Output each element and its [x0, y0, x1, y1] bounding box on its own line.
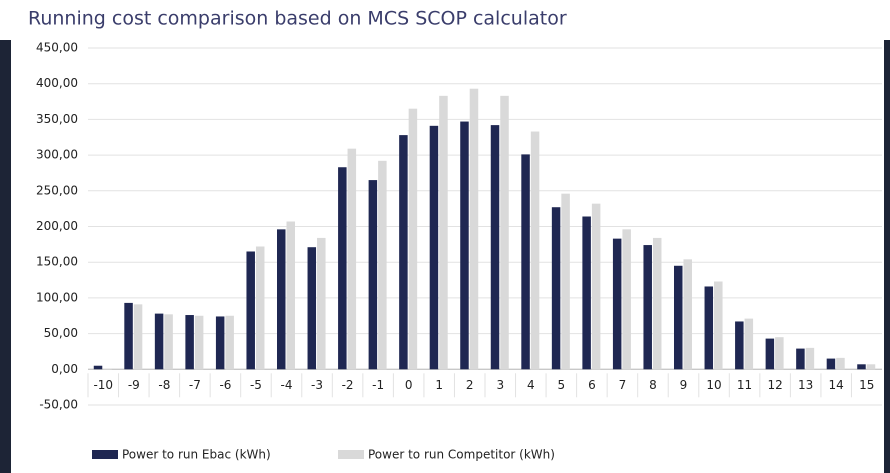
legend-swatch — [92, 450, 118, 459]
x-tick-label: 5 — [558, 378, 566, 392]
bar — [154, 313, 164, 370]
bar — [857, 364, 866, 370]
bar — [674, 265, 683, 370]
bar — [347, 148, 357, 370]
x-tick-label: -1 — [372, 378, 384, 392]
frame-left — [0, 40, 11, 473]
bar — [307, 247, 317, 370]
bar — [368, 180, 378, 370]
chart-title: Running cost comparison based on MCS SCO… — [28, 8, 567, 30]
bar — [612, 238, 622, 370]
y-tick-label: 450,00 — [36, 41, 78, 55]
x-tick-label: 9 — [680, 378, 688, 392]
x-tick-label: -2 — [342, 378, 354, 392]
x-tick-label: 4 — [527, 378, 535, 392]
y-tick-label: 200,00 — [36, 219, 78, 233]
bar — [286, 221, 295, 370]
bar — [530, 131, 540, 370]
bar — [866, 364, 876, 370]
x-tick-label: 7 — [619, 378, 627, 392]
bar — [194, 315, 204, 370]
x-tick-label: -9 — [128, 378, 140, 392]
bar — [683, 259, 692, 370]
x-tick-label: -10 — [93, 378, 113, 392]
y-tick-label: 100,00 — [36, 290, 78, 304]
x-tick-label: 6 — [588, 378, 596, 392]
bar — [399, 135, 408, 370]
y-tick-label: 400,00 — [36, 76, 78, 90]
bar — [317, 237, 326, 370]
bar — [652, 237, 662, 370]
x-tick-label: 14 — [829, 378, 844, 392]
bar — [185, 315, 194, 370]
x-tick-label: 12 — [767, 378, 782, 392]
bar — [836, 357, 845, 370]
bar — [704, 286, 714, 370]
bar — [164, 314, 173, 370]
y-tick-label: 0,00 — [51, 362, 78, 376]
bar — [765, 338, 775, 370]
bar — [124, 302, 133, 370]
bar — [490, 125, 500, 370]
bar — [744, 318, 754, 370]
bar — [551, 207, 561, 370]
x-tick-label: -8 — [158, 378, 170, 392]
bar — [255, 246, 265, 370]
legend-label: Power to run Ebac (kWh) — [122, 448, 271, 462]
x-tick-label: 11 — [737, 378, 752, 392]
bar — [561, 193, 570, 370]
bar — [622, 229, 631, 370]
bar — [225, 315, 234, 370]
x-tick-label: -6 — [219, 378, 231, 392]
bar — [338, 167, 347, 370]
x-tick-label: 8 — [649, 378, 657, 392]
legend-swatch — [338, 450, 364, 459]
x-tick-label: 2 — [466, 378, 474, 392]
bar — [643, 245, 652, 370]
bar — [582, 216, 591, 370]
bar — [277, 229, 286, 370]
y-tick-label: 250,00 — [36, 183, 78, 197]
bar — [460, 121, 469, 370]
x-tick-label: -3 — [311, 378, 323, 392]
bar — [103, 368, 112, 370]
x-tick-label: -4 — [281, 378, 293, 392]
y-tick-label: 50,00 — [44, 326, 78, 340]
y-tick-label: 350,00 — [36, 112, 78, 126]
bar — [591, 203, 601, 370]
bar — [469, 88, 479, 370]
bar — [378, 160, 387, 370]
bar — [805, 347, 815, 370]
y-tick-label: -50,00 — [39, 398, 78, 412]
x-tick-label: 1 — [435, 378, 443, 392]
bar — [439, 95, 448, 370]
frame-right — [884, 40, 890, 473]
bar — [826, 358, 836, 370]
bar — [735, 321, 744, 370]
bar — [93, 365, 103, 370]
x-tick-label: 15 — [859, 378, 874, 392]
y-tick-label: 300,00 — [36, 148, 78, 162]
x-tick-label: 3 — [496, 378, 504, 392]
x-tick-label: 10 — [706, 378, 721, 392]
x-tick-label: 0 — [405, 378, 413, 392]
bar — [521, 154, 530, 370]
bar — [775, 337, 784, 370]
x-tick-label: -5 — [250, 378, 262, 392]
bar — [714, 281, 723, 370]
bar — [500, 95, 509, 370]
bar — [796, 348, 805, 370]
x-tick-label: -7 — [189, 378, 201, 392]
bar — [246, 251, 255, 370]
bar — [429, 125, 439, 370]
y-tick-label: 150,00 — [36, 255, 78, 269]
legend-label: Power to run Competitor (kWh) — [368, 448, 555, 462]
bar — [133, 304, 143, 370]
x-tick-label: 13 — [798, 378, 813, 392]
bar — [215, 316, 225, 370]
bar — [408, 108, 418, 370]
